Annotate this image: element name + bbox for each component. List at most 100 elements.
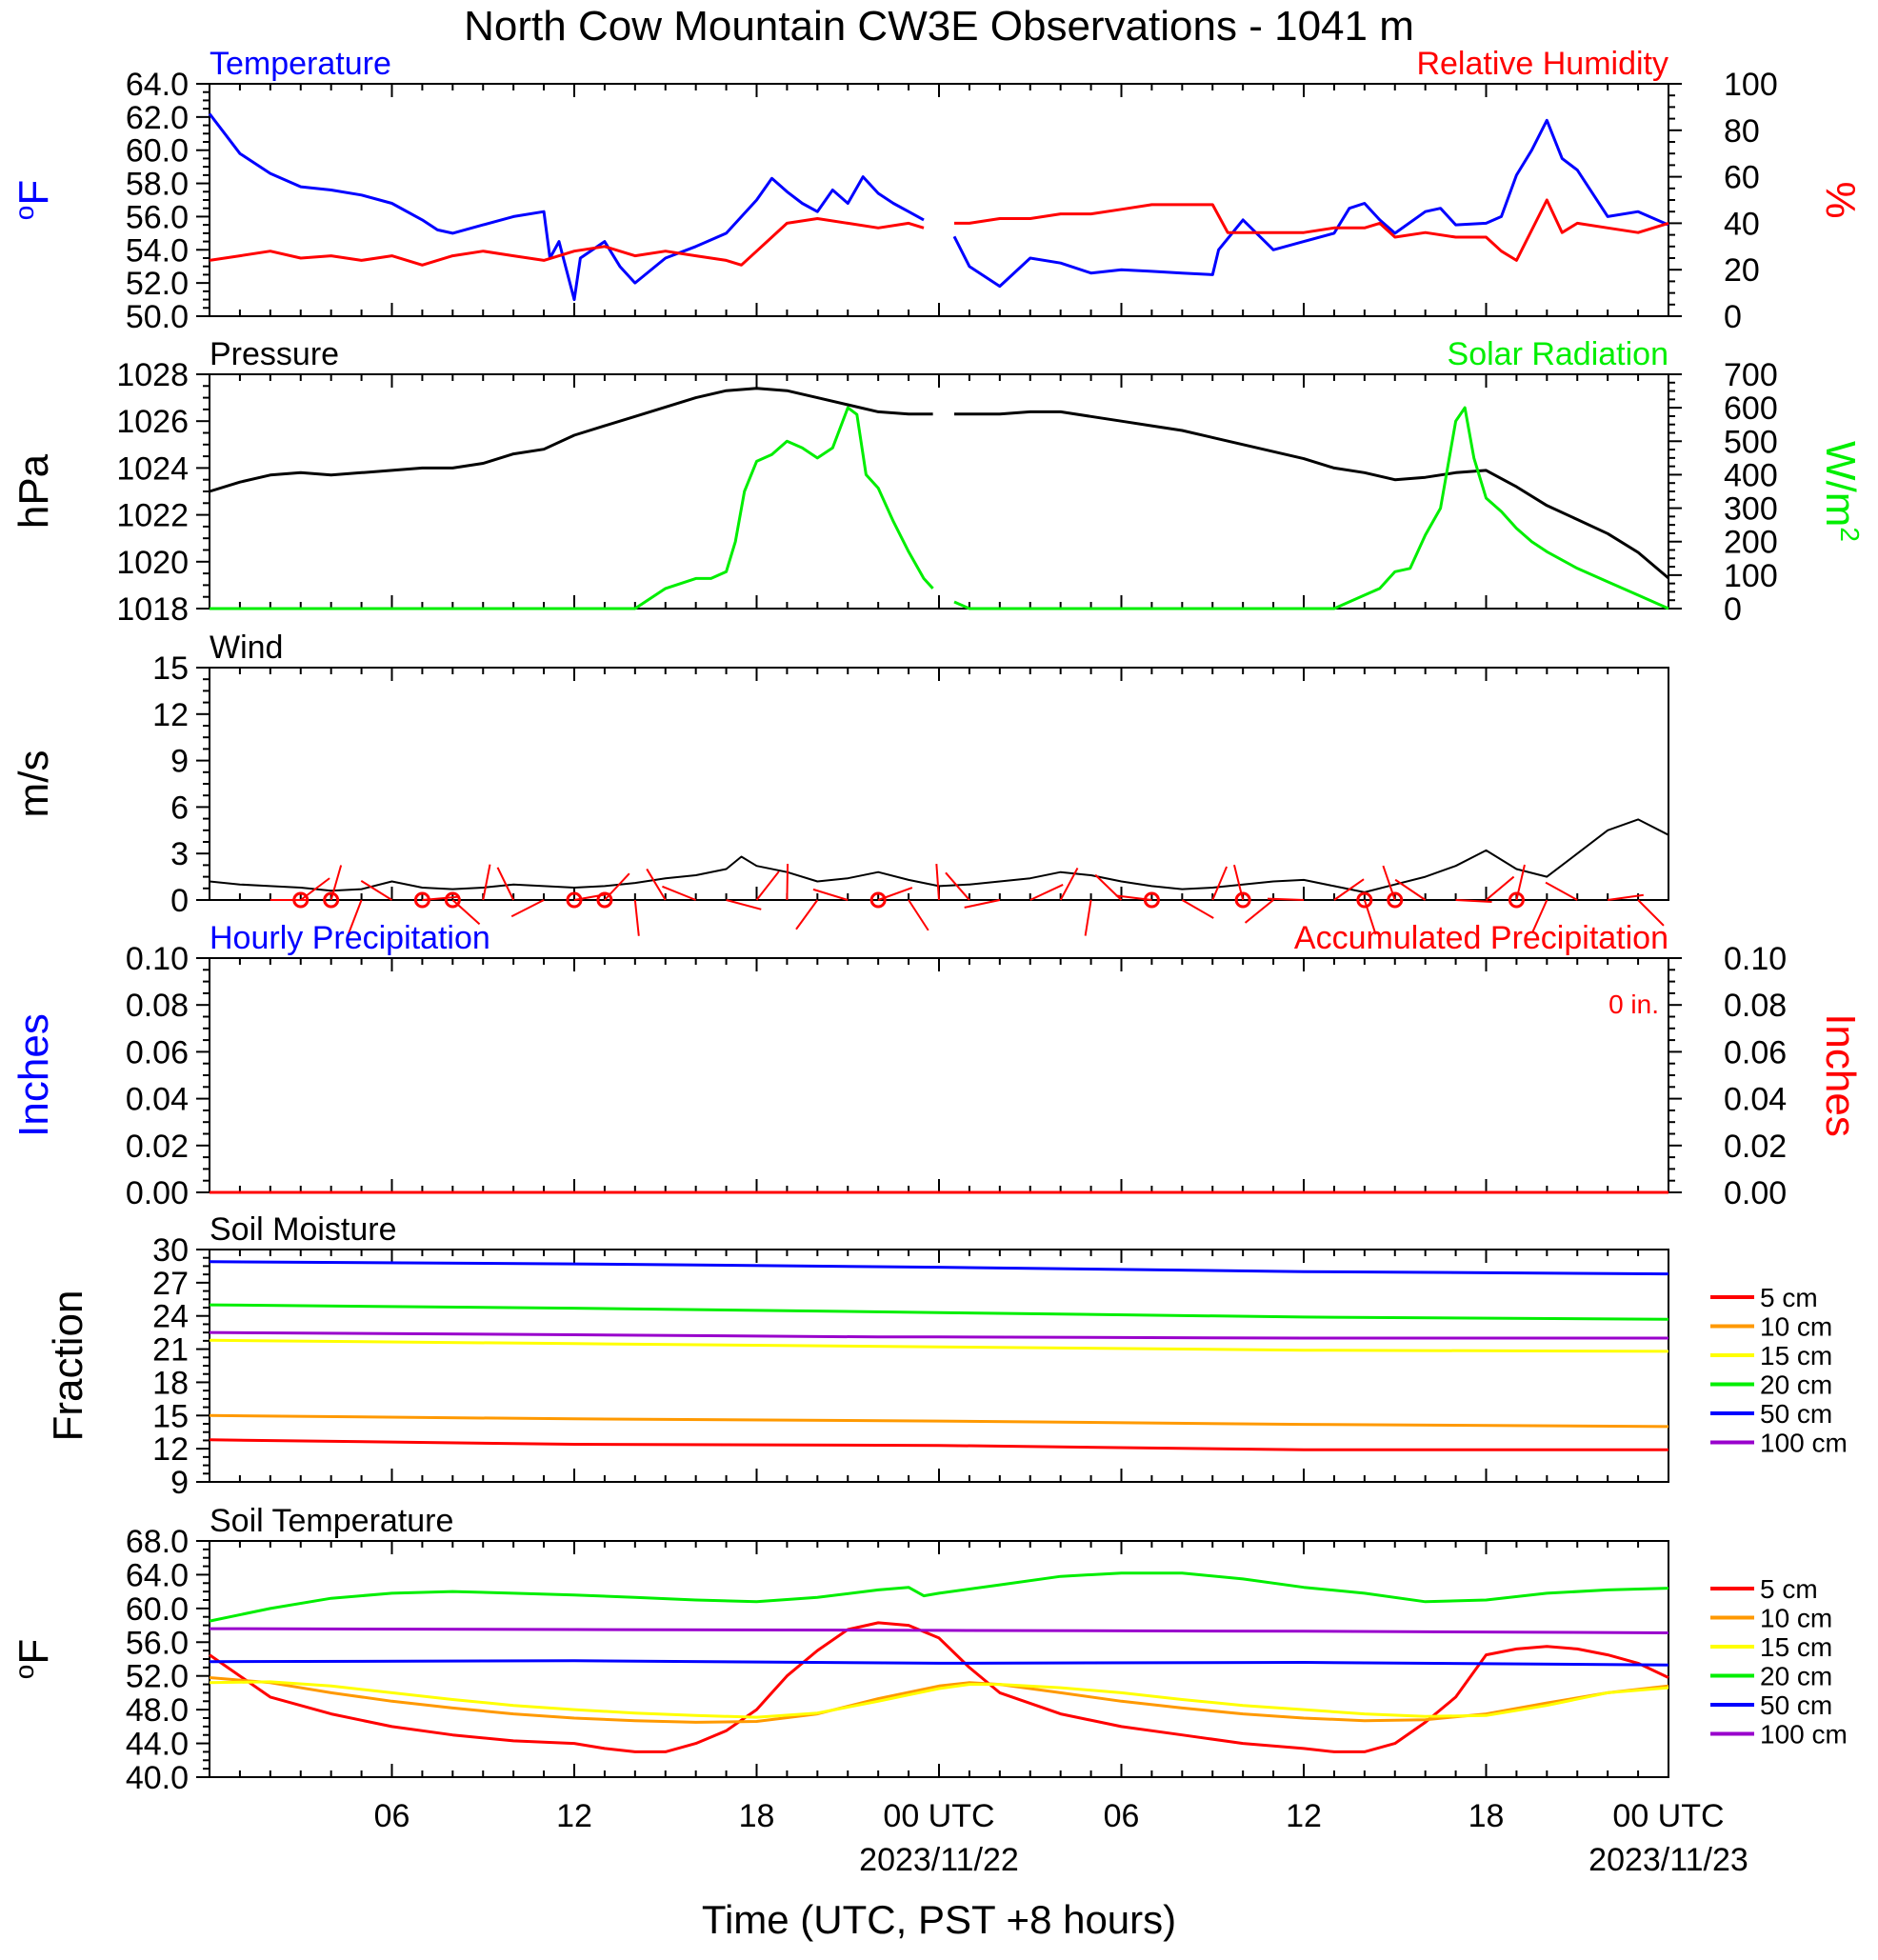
y-right-tick-label: 200 <box>1724 525 1778 561</box>
panel-title-left: Soil Moisture <box>210 1211 397 1248</box>
y-axis-label: oF <box>10 1639 58 1679</box>
x-date-label: 2023/11/23 <box>1588 1842 1748 1878</box>
x-tick-label: 12 <box>556 1798 592 1834</box>
wind-barb <box>1394 878 1427 901</box>
y-right-tick-label: 0.00 <box>1724 1175 1787 1211</box>
panel-title-right: Solar Radiation <box>1448 336 1668 372</box>
series-line-10-cm <box>209 1676 1669 1724</box>
y-right-tick-label: 20 <box>1724 252 1760 289</box>
wind-barb <box>348 899 363 934</box>
series-line-pressure <box>209 387 1669 580</box>
calm-wind-marker <box>323 891 340 909</box>
y-tick-label: 24 <box>152 1299 189 1335</box>
y-tick-label: 56.0 <box>126 199 189 235</box>
panel-title-left: Soil Temperature <box>210 1503 453 1539</box>
series-line-100-cm <box>209 1330 1668 1340</box>
series-line-50-cm <box>209 1260 1669 1276</box>
wind-barb <box>726 899 762 910</box>
y-axis-label: Inches <box>10 1013 57 1137</box>
calm-wind-marker <box>869 891 887 909</box>
y-tick-label: 6 <box>170 790 189 826</box>
wind-barb <box>1608 893 1644 901</box>
wind-barb <box>1267 897 1305 901</box>
y-right-tick-label: 0.04 <box>1724 1082 1787 1118</box>
y-tick-label: 1020 <box>116 545 189 581</box>
wind-barb <box>1181 899 1214 919</box>
panel-6: 68.064.060.056.052.048.044.040.0 Soil Tem… <box>10 1503 1848 1878</box>
y-tick-label: 0.00 <box>126 1175 189 1211</box>
y-tick-label: 15 <box>152 1398 189 1434</box>
y-right-tick-label: 0.10 <box>1724 941 1787 977</box>
y-tick-label: 50.0 <box>126 299 189 335</box>
y-right-axis-label: Inches <box>1817 1013 1864 1137</box>
x-date-label: 2023/11/22 <box>859 1842 1019 1878</box>
series-line-20-cm <box>209 1571 1669 1623</box>
y-tick-label: 15 <box>152 650 189 687</box>
plot-frame <box>209 957 1669 1193</box>
y-tick-label: 54.0 <box>126 232 189 269</box>
y-right-tick-label: 0.08 <box>1724 988 1787 1024</box>
legend-label: 20 cm <box>1760 1370 1832 1400</box>
wind-barb <box>795 899 819 930</box>
y-axis-label: oF <box>10 180 58 220</box>
y-right-tick-label: 400 <box>1724 457 1778 493</box>
y-right-axis-label: % <box>1817 181 1864 218</box>
y-right-tick-label: 0 <box>1724 591 1742 628</box>
y-right-tick-label: 500 <box>1724 424 1778 460</box>
y-tick-label: 0 <box>170 883 189 919</box>
y-tick-label: 60.0 <box>126 1591 189 1628</box>
y-tick-label: 0.06 <box>126 1034 189 1070</box>
wind-barb <box>812 888 849 901</box>
panel-4: 0.10 0.08 0.06 0.04 0.02 0.00 0.10 0.08 0.06 0.04… <box>10 920 1864 1211</box>
wind-barb <box>1455 899 1492 903</box>
calm-wind-marker <box>1356 891 1373 909</box>
accumulated-total-label: 0 in. <box>1608 990 1659 1019</box>
y-tick-label: 0.04 <box>126 1082 189 1118</box>
y-right-axis-label: W/m2 <box>1817 441 1866 542</box>
y-tick-label: 44.0 <box>126 1727 189 1763</box>
panel-3: 15 12 9 6 3 0 Wind m/s <box>10 630 1669 936</box>
calm-wind-marker <box>413 891 430 909</box>
y-tick-label: 3 <box>170 836 189 872</box>
calm-wind-marker <box>566 891 583 909</box>
y-tick-label: 30 <box>152 1232 189 1269</box>
legend-label: 50 cm <box>1760 1690 1832 1720</box>
series-line-5-cm <box>209 1438 1668 1451</box>
panels: 64.062.060.058.056.054.052.050.010080604… <box>10 46 1866 1878</box>
y-axis-label: m/s <box>10 750 57 818</box>
y-right-tick-label: 100 <box>1724 67 1778 103</box>
y-axis-label: Fraction <box>45 1290 91 1442</box>
y-tick-label: 58.0 <box>126 167 189 203</box>
y-tick-label: 27 <box>152 1266 189 1302</box>
wind-barb <box>360 880 393 901</box>
y-right-tick-label: 40 <box>1724 206 1760 242</box>
y-tick-label: 9 <box>170 1465 189 1501</box>
x-tick-label: 12 <box>1286 1798 1322 1834</box>
panel-title-left: Pressure <box>210 336 339 372</box>
plot-frame <box>209 1249 1669 1483</box>
y-tick-label: 18 <box>152 1365 189 1401</box>
legend-label: 5 cm <box>1760 1574 1818 1604</box>
panel-1: 64.062.060.058.056.054.052.050.0 100 80 60 4… <box>10 46 1865 335</box>
y-tick-label: 56.0 <box>126 1625 189 1661</box>
y-tick-label: 1018 <box>116 591 189 628</box>
wind-barb <box>1637 899 1665 927</box>
plot-frame <box>209 1540 1669 1778</box>
y-tick-label: 52.0 <box>126 1659 189 1695</box>
series-line-20-cm <box>209 1303 1669 1321</box>
wind-barb <box>662 885 697 901</box>
wind-barb <box>945 871 970 901</box>
wind-barb <box>1530 899 1548 934</box>
panel-2: 1028 1026 1024 1022 1020 1018 7006005004003002… <box>10 336 1866 628</box>
wind-barb <box>482 864 491 901</box>
calm-wind-marker <box>292 891 310 909</box>
x-tick-label: 06 <box>374 1798 410 1834</box>
y-right-tick-label: 0.02 <box>1724 1129 1787 1165</box>
y-tick-label: 1026 <box>116 404 189 440</box>
y-tick-label: 0.10 <box>126 941 189 977</box>
y-axis-label: hPa <box>10 453 57 529</box>
calm-wind-marker <box>444 891 461 909</box>
y-tick-label: 52.0 <box>126 266 189 302</box>
y-right-tick-label: 80 <box>1724 113 1760 150</box>
